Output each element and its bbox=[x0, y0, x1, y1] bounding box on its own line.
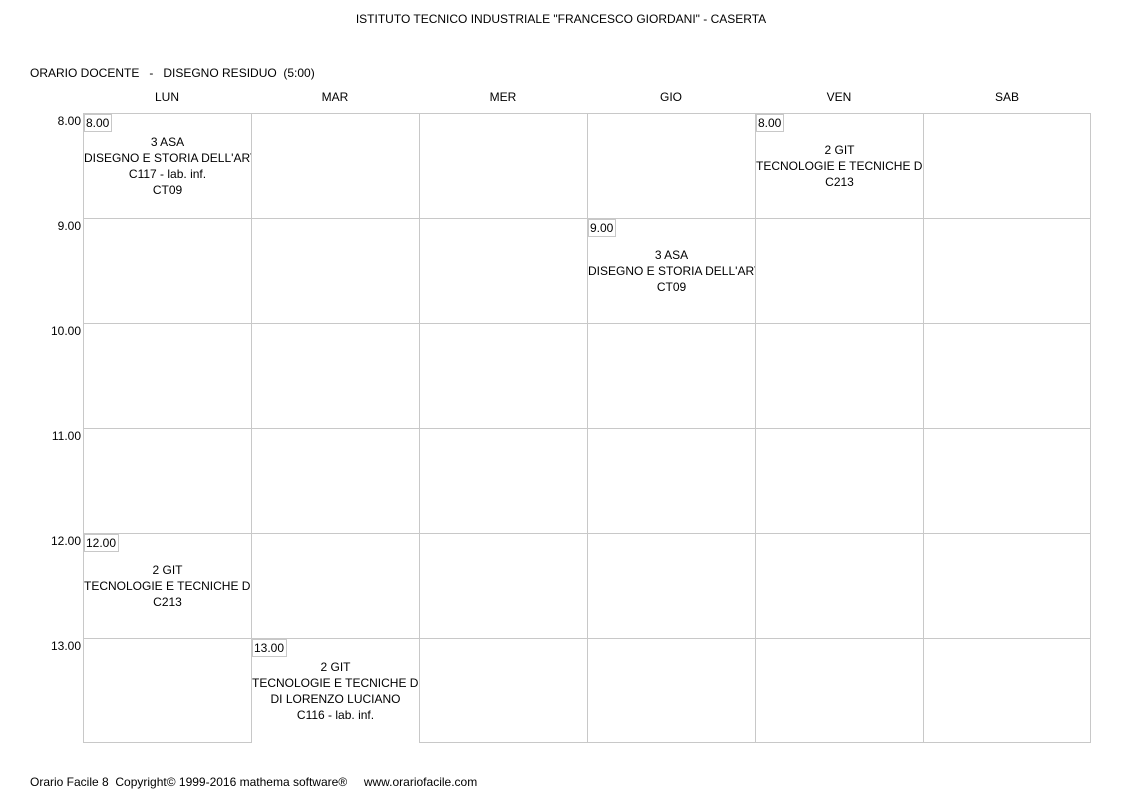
lesson-cell[interactable]: 8.00 3 ASA DISEGNO E STORIA DELL'ARTE C117 … bbox=[84, 114, 251, 218]
day-header-lun: LUN bbox=[154, 90, 179, 104]
lesson-start-time: 9.00 bbox=[588, 219, 617, 237]
grid-row-line bbox=[83, 742, 1091, 743]
lesson-start-time: 12.00 bbox=[84, 534, 120, 552]
grid-row-line bbox=[83, 113, 1091, 114]
lesson-cell[interactable]: 9.00 3 ASA DISEGNO E STORIA DELL'ARTE CT09 bbox=[588, 219, 755, 323]
lesson-line: DI LORENZO LUCIANO bbox=[270, 692, 401, 706]
timetable-grid: 8.00 3 ASA DISEGNO E STORIA DELL'ARTE C117 … bbox=[83, 113, 1091, 743]
lesson-line: TECNOLOGIE E TECNICHE DI R bbox=[252, 676, 419, 690]
lesson-line: CT09 bbox=[152, 183, 183, 197]
lesson-start-time: 13.00 bbox=[252, 639, 288, 657]
lesson-cell[interactable]: 13.00 2 GIT TECNOLOGIE E TECNICHE DI R DI L… bbox=[252, 639, 419, 743]
school-title: ISTITUTO TECNICO INDUSTRIALE "FRANCESCO … bbox=[355, 12, 767, 26]
lesson-start-time: 8.00 bbox=[84, 114, 113, 132]
day-header-ven: VEN bbox=[826, 90, 852, 104]
lesson-line: TECNOLOGIE E TECNICHE DI R bbox=[84, 579, 251, 593]
lesson-line: 3 ASA bbox=[150, 135, 185, 149]
lesson-line: 2 GIT bbox=[320, 660, 351, 674]
lesson-line: DISEGNO E STORIA DELL'ARTE bbox=[588, 264, 755, 278]
lesson-cell[interactable]: 12.00 2 GIT TECNOLOGIE E TECNICHE DI R C213 bbox=[84, 534, 251, 638]
teacher-schedule-title: ORARIO DOCENTE - DISEGNO RESIDUO (5:00) bbox=[30, 66, 315, 80]
day-header-mar: MAR bbox=[321, 90, 349, 104]
lesson-line: DISEGNO E STORIA DELL'ARTE bbox=[84, 151, 251, 165]
footer-copyright: Orario Facile 8 Copyright© 1999-2016 mat… bbox=[30, 775, 478, 789]
lesson-line: 2 GIT bbox=[824, 143, 855, 157]
grid-row-line bbox=[83, 323, 1091, 324]
day-header-mer: MER bbox=[489, 90, 517, 104]
time-label: 13.00 bbox=[50, 639, 81, 653]
lesson-line: C213 bbox=[825, 175, 854, 189]
time-label: 9.00 bbox=[57, 219, 81, 233]
lesson-cell[interactable]: 8.00 2 GIT TECNOLOGIE E TECNICHE DI R C213 bbox=[756, 114, 923, 218]
day-header-gio: GIO bbox=[659, 90, 682, 104]
lesson-line: CT09 bbox=[656, 280, 687, 294]
lesson-line: C116 - lab. inf. bbox=[296, 708, 375, 722]
time-label: 11.00 bbox=[51, 429, 81, 443]
lesson-start-time: 8.00 bbox=[756, 114, 785, 132]
lesson-line: C117 - lab. inf. bbox=[128, 167, 207, 181]
time-label: 10.00 bbox=[50, 324, 81, 338]
lesson-line: TECNOLOGIE E TECNICHE DI R bbox=[756, 159, 923, 173]
time-label: 8.00 bbox=[57, 114, 81, 128]
time-label: 12.00 bbox=[50, 534, 81, 548]
lesson-line: C213 bbox=[153, 595, 182, 609]
grid-row-line bbox=[83, 533, 1091, 534]
grid-row-line bbox=[83, 218, 1091, 219]
grid-row-line bbox=[83, 638, 1091, 639]
grid-row-line bbox=[83, 428, 1091, 429]
day-header-sab: SAB bbox=[994, 90, 1019, 104]
lesson-line: 3 ASA bbox=[654, 248, 689, 262]
lesson-line: 2 GIT bbox=[152, 563, 183, 577]
